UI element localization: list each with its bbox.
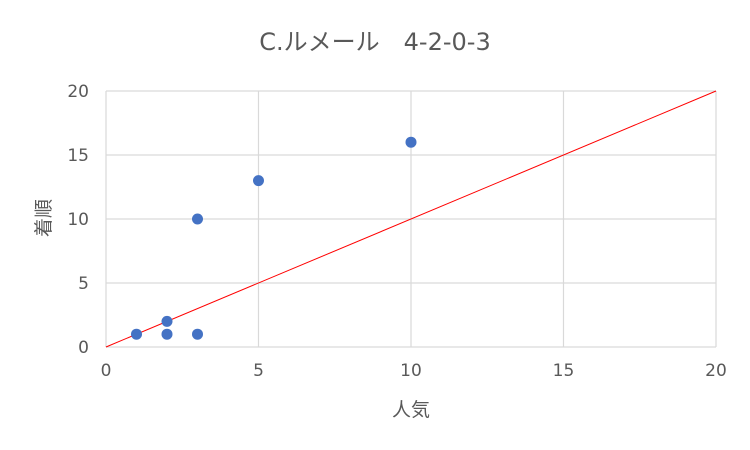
data-points (131, 136, 417, 340)
y-axis-ticks: 0 5 10 15 20 (67, 82, 89, 358)
y-tick-label: 0 (78, 338, 89, 358)
data-point (161, 315, 173, 327)
x-tick-label: 15 (553, 361, 575, 381)
data-point (161, 328, 173, 340)
data-point (253, 175, 264, 187)
y-tick-label: 15 (67, 146, 89, 166)
x-tick-label: 5 (253, 361, 264, 381)
chart-title: C.ルメール 4-2-0-3 (259, 28, 491, 56)
y-tick-label: 10 (67, 210, 89, 230)
x-axis-title: 人気 (392, 399, 430, 421)
x-axis-ticks: 0 5 10 15 20 (101, 361, 727, 381)
data-point (131, 328, 142, 340)
x-tick-label: 0 (101, 361, 112, 381)
y-tick-label: 20 (67, 82, 89, 102)
y-axis-title: 着順 (33, 199, 55, 237)
x-tick-label: 20 (705, 361, 727, 381)
x-tick-label: 10 (400, 361, 422, 381)
reference-line (105, 90, 717, 348)
reference-line-layer (105, 90, 717, 348)
data-point (192, 213, 203, 225)
y-tick-label: 5 (78, 274, 89, 294)
data-point (192, 328, 203, 340)
data-point (405, 136, 417, 148)
